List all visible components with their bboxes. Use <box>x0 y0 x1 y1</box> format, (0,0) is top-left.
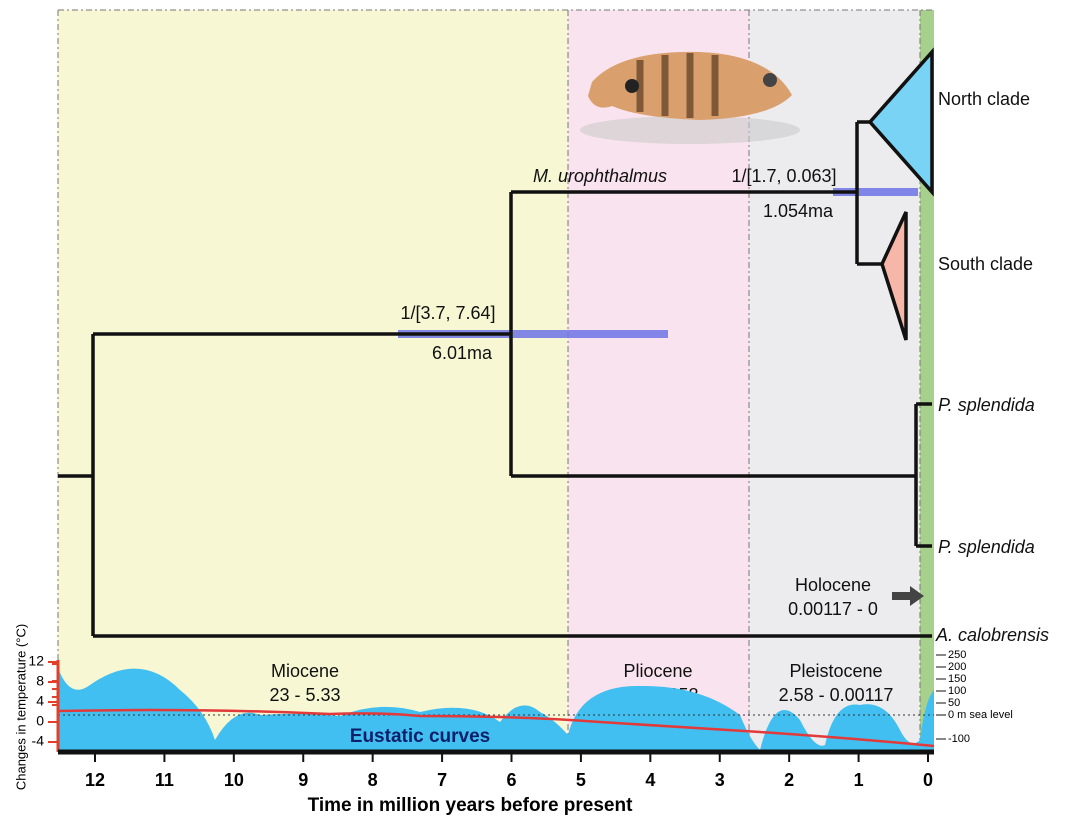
node-support: 1/[3.7, 7.64] <box>400 303 495 323</box>
sea-level-tick-label: 250 <box>948 649 966 661</box>
time-tick-label: 12 <box>85 770 105 790</box>
sea-level-tick-label: 150 <box>948 673 966 685</box>
time-tick-label: 2 <box>784 770 794 790</box>
epoch-name: Miocene <box>271 661 339 681</box>
tip-label: P. splendida <box>938 395 1035 415</box>
time-tick-label: 0 <box>923 770 933 790</box>
temperature-tick-label: 8 <box>36 673 44 689</box>
epoch-name: Pliocene <box>623 661 692 681</box>
time-tick-label: 9 <box>298 770 308 790</box>
time-tick-label: 10 <box>224 770 244 790</box>
species-label: M. urophthalmus <box>533 166 667 186</box>
epoch-range: 2.58 - 0.00117 <box>779 685 894 705</box>
node-support: 1/[1.7, 0.063] <box>731 166 836 186</box>
sea-level-tick-label: 200 <box>948 661 966 673</box>
temperature-tick-label: 4 <box>36 693 44 709</box>
tip-label: South clade <box>938 254 1033 274</box>
eustatic-label: Eustatic curves <box>350 726 490 747</box>
time-tick-label: 11 <box>155 770 174 790</box>
time-axis-title: Time in million years before present <box>308 795 634 816</box>
node-age: 6.01ma <box>432 343 493 363</box>
sea-level-tick-label: 100 <box>948 685 966 697</box>
time-tick-label: 3 <box>715 770 725 790</box>
time-tick-label: 4 <box>645 770 655 790</box>
time-tick-label: 6 <box>506 770 516 790</box>
sea-level-tick-label: 50 <box>948 697 960 709</box>
tip-label: North clade <box>938 89 1030 109</box>
time-tick-label: 1 <box>854 770 864 790</box>
temperature-tick-label: -4 <box>32 733 45 749</box>
sea-level-tick-label: -100 <box>948 733 970 745</box>
temperature-axis-title: Changes in temperature (°C) <box>13 624 28 790</box>
epoch-name: Holocene <box>795 575 871 595</box>
temperature-tick-label: 0 <box>36 713 44 729</box>
tip-label: P. splendida <box>938 537 1035 557</box>
epoch-range: 23 - 5.33 <box>269 685 340 705</box>
miocene-band <box>58 10 568 752</box>
tip-label: A. calobrensis <box>935 625 1049 645</box>
figure: North clade South clade P. splendida P. … <box>0 0 1076 820</box>
temperature-tick-label: 12 <box>28 653 44 669</box>
time-tick-label: 7 <box>437 770 447 790</box>
time-tick-label: 5 <box>576 770 586 790</box>
epoch-range: 0.00117 - 0 <box>788 599 878 619</box>
sea-level-tick-label: 0 m sea level <box>948 709 1013 721</box>
epoch-name: Pleistocene <box>789 661 882 681</box>
node-age: 1.054ma <box>763 201 834 221</box>
time-tick-label: 8 <box>368 770 378 790</box>
